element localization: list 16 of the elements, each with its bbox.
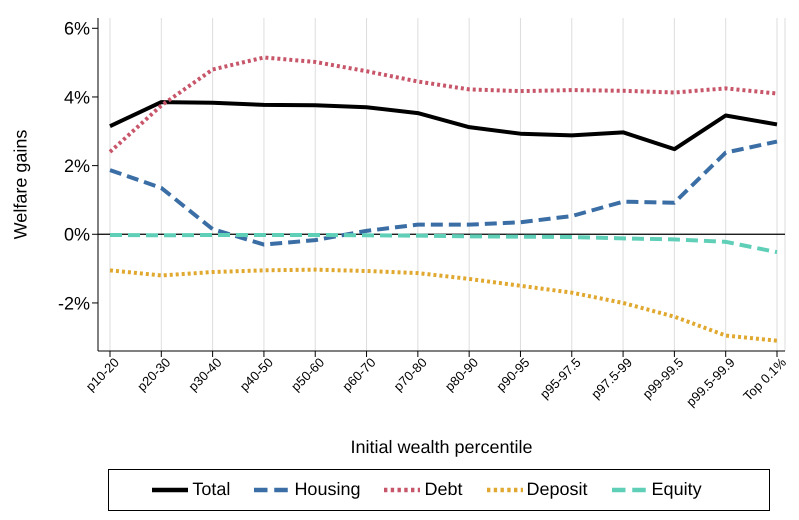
legend-label: Housing <box>294 478 360 499</box>
y-tick-label: 2% <box>64 156 90 176</box>
x-axis-title: Initial wealth percentile <box>350 437 533 457</box>
y-axis-title: Welfare gains <box>10 130 30 240</box>
line-series <box>108 268 779 343</box>
legend-label: Deposit <box>526 478 588 499</box>
legend-label: Total <box>192 478 230 499</box>
y-tick-label: 4% <box>64 87 90 108</box>
legend-label: Debt <box>424 478 463 499</box>
y-tick-label: -2% <box>58 293 90 314</box>
y-tick-label: 0% <box>64 224 90 245</box>
legend-label: Equity <box>652 478 702 499</box>
y-tick-label: 6% <box>64 18 90 39</box>
line-series <box>108 140 779 247</box>
line-series <box>108 100 779 152</box>
line-series <box>108 232 779 254</box>
